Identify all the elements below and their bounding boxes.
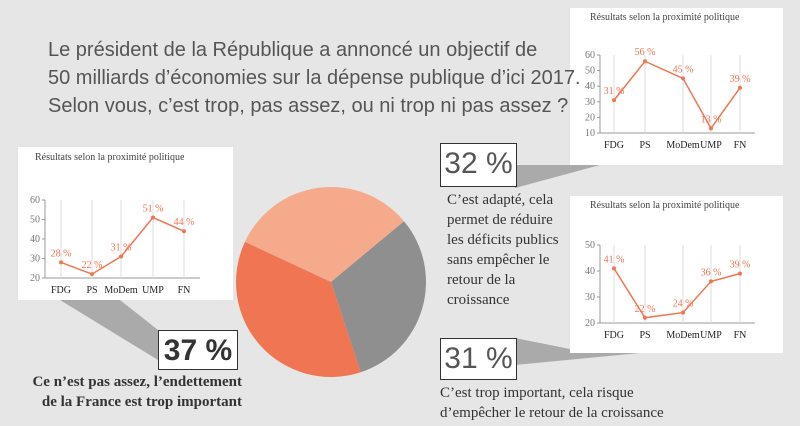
point (681, 76, 685, 81)
value-label: 41 % (604, 254, 625, 265)
value-label: 44 % (174, 217, 195, 228)
connector (60, 300, 158, 360)
point (643, 59, 647, 64)
value-label: 31 % (440, 338, 517, 380)
panel (18, 147, 233, 300)
point (709, 126, 713, 131)
y-tick-label: 30 (30, 254, 40, 265)
chart-title: Résultats selon la proximité politique (590, 12, 740, 23)
panel (570, 8, 783, 165)
point (612, 98, 616, 103)
value-label: 24 % (673, 299, 694, 310)
y-tick-label: 50 (585, 240, 595, 251)
x-tick-label: FN (178, 285, 191, 296)
y-tick-label: 50 (585, 66, 595, 77)
y-tick-label: 40 (585, 266, 595, 277)
value-label: 39 % (730, 74, 751, 85)
question: Le président de la République a annoncé … (48, 36, 581, 120)
value-label: 32 % (440, 143, 517, 187)
question-line: Le président de la République a annoncé … (48, 39, 538, 61)
value-label: 56 % (635, 47, 656, 58)
x-tick-label: UMP (700, 140, 722, 151)
y-tick-label: 30 (585, 292, 595, 303)
point (119, 254, 123, 259)
chart-title: Résultats selon la proximité politique (590, 200, 740, 211)
panel (570, 196, 783, 353)
point (738, 85, 742, 90)
y-tick-label: 20 (30, 273, 40, 284)
y-tick-label: 10 (585, 128, 595, 139)
value-label: 31 % (604, 86, 625, 97)
question-line: Selon vous, c’est trop, pas assez, ou ni… (48, 95, 569, 117)
y-tick-label: 40 (585, 81, 595, 92)
y-tick-label: 40 (30, 234, 40, 245)
x-tick-label: FDG (51, 285, 71, 296)
x-tick-label: FDG (604, 330, 624, 341)
x-tick-label: UMP (700, 330, 722, 341)
point (151, 215, 155, 220)
y-tick-label: 20 (585, 318, 595, 329)
x-tick-label: MoDem (666, 140, 700, 151)
value-label: 36 % (701, 267, 722, 278)
point (738, 271, 742, 276)
x-tick-label: PS (86, 285, 97, 296)
x-tick-label: FDG (604, 140, 624, 151)
point (643, 315, 647, 320)
point (709, 279, 713, 284)
value-label: 28 % (51, 248, 72, 259)
point (681, 310, 685, 315)
x-tick-label: MoDem (666, 330, 700, 341)
value-label: 13 % (701, 114, 722, 125)
x-tick-label: PS (639, 330, 650, 341)
value-label: 31 % (111, 243, 132, 254)
value-label: 45 % (673, 64, 694, 75)
value-label: 22 % (635, 304, 656, 315)
x-tick-label: MoDem (104, 285, 138, 296)
answer-label: C’est trop important, cela risque d’empê… (440, 385, 664, 421)
value-label: 37 % (158, 330, 238, 370)
pie-slice (331, 221, 427, 373)
point (612, 266, 616, 271)
y-tick-label: 20 (585, 112, 595, 123)
answer-label: Ce n’est pas assez, l’endettement de la … (32, 374, 242, 410)
pie-slice (236, 241, 361, 377)
question-line: 50 milliards d’économies sur la dépense … (48, 67, 581, 89)
connector (515, 165, 600, 188)
y-tick-label: 30 (585, 97, 595, 108)
x-tick-label: UMP (142, 285, 164, 296)
value-label: 39 % (730, 260, 751, 271)
point (59, 260, 63, 265)
pie-slice (244, 186, 404, 282)
value-label: 22 % (82, 260, 103, 271)
point (182, 229, 186, 234)
x-tick-label: FN (734, 140, 747, 151)
value-label: 51 % (143, 204, 164, 215)
y-tick-label: 60 (585, 50, 595, 61)
y-tick-label: 50 (30, 215, 40, 226)
chart-title: Résultats selon la proximité politique (35, 152, 185, 163)
y-tick-label: 60 (30, 195, 40, 206)
x-tick-label: PS (639, 140, 650, 151)
answer-label: C’est adapté, cela permet de réduire les… (447, 192, 559, 308)
point (90, 272, 94, 277)
x-tick-label: FN (734, 330, 747, 341)
